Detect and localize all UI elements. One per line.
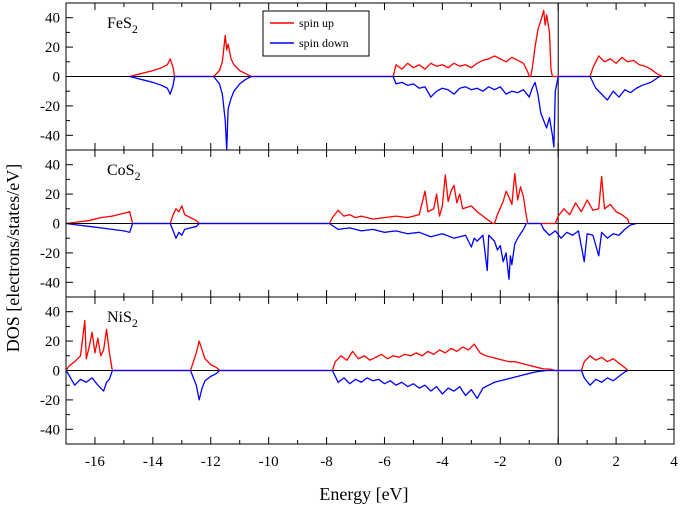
legend-box — [262, 10, 370, 57]
spin-down-line — [65, 222, 637, 281]
panel-1: -40 -20 0 20 40 CoS2 — [40, 149, 675, 298]
y-tick-label: 0 — [53, 70, 61, 86]
x-tick-label: -16 — [85, 454, 105, 470]
y-tick-label: 40 — [45, 11, 60, 27]
y-tick-label: 20 — [45, 40, 60, 56]
x-tick-label: -2 — [494, 454, 507, 470]
x-tick-label: 4 — [670, 454, 678, 470]
y-tick-label: 0 — [53, 364, 61, 380]
y-tick-label: 0 — [53, 217, 61, 233]
x-tick-label: -12 — [201, 454, 221, 470]
y-tick-label: -40 — [40, 128, 60, 144]
x-tick-label: -8 — [320, 454, 333, 470]
y-tick-label: 40 — [45, 158, 60, 174]
y-tick-label: 20 — [45, 187, 60, 203]
y-tick-label: 40 — [45, 305, 60, 321]
y-tick-label: -20 — [40, 99, 60, 115]
x-tick-label: 0 — [554, 454, 562, 470]
legend-label: spin up — [299, 16, 334, 30]
legend-label: spin down — [299, 36, 349, 50]
y-axis-label: DOS [electrons/states/eV] — [3, 164, 23, 352]
spin-up-line — [65, 319, 629, 372]
x-tick-label: -4 — [436, 454, 449, 470]
x-axis-label: Energy [eV] — [319, 484, 408, 504]
y-tick-label: 20 — [45, 334, 60, 350]
spin-up-line — [129, 9, 663, 78]
y-tick-label: -20 — [40, 246, 60, 262]
x-tick-label: -6 — [378, 454, 391, 470]
panel-label: CoS2 — [107, 162, 141, 183]
legend: spin up spin down — [262, 10, 370, 57]
spin-down-line — [65, 369, 628, 401]
x-tick-label: -14 — [143, 454, 163, 470]
spin-up-line — [65, 172, 630, 225]
ylabel-group: DOS [electrons/states/eV] — [3, 164, 23, 352]
y-tick-label: -20 — [40, 393, 60, 409]
panel-label: NiS2 — [107, 309, 138, 330]
spin-down-line — [129, 75, 660, 151]
y-tick-label: -40 — [40, 422, 60, 438]
x-tick-label: 2 — [612, 454, 620, 470]
panel-label: FeS2 — [107, 15, 138, 36]
y-tick-label: -40 — [40, 275, 60, 291]
x-tick-label: -10 — [259, 454, 279, 470]
